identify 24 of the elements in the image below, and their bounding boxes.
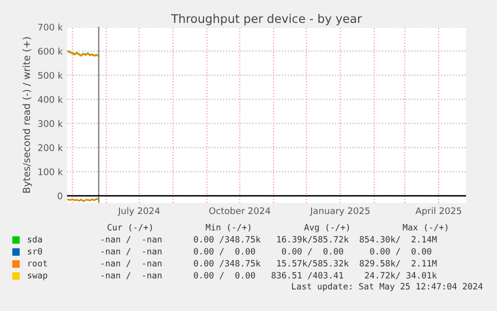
text: -nan / -nan 0.00 /348.75k 16.39k/585.72k 854.30k/ 2.14M <box>102 236 437 244</box>
x-tick-label: January 2025 <box>310 207 370 216</box>
chart-title: Throughput per device - by year <box>171 14 362 26</box>
x-tick-label: October 2024 <box>209 207 270 214</box>
y-tick-label: 600 k <box>38 48 63 55</box>
y-tick-label: 700 k <box>38 24 63 31</box>
text: -nan / -nan 0.00 / 0.00 0.00 / 0.00 0.00 / 0.00 <box>102 248 432 256</box>
y-tick-label: 500 k <box>38 72 63 79</box>
y-tick-label: 400 k <box>38 96 63 103</box>
legend-label: root <box>28 260 47 267</box>
y-tick-label: 0 <box>58 192 62 200</box>
text: -nan / -nan 0.00 / 0.00 836.51 /403.41 24.72k/ 34.01k <box>102 272 437 280</box>
text: Cur (-/+) Min (-/+) Avg (-/+) Max (-/+) <box>108 224 448 232</box>
x-tick-label: April 2025 <box>416 207 462 216</box>
x-tick-label: July 2024 <box>118 207 160 216</box>
legend-label: sr0 <box>28 248 42 255</box>
y-tick-label: 300 k <box>38 120 63 127</box>
y-tick-label: 100 k <box>38 168 63 176</box>
y-axis-title: Bytes/second read (-) / write (+) <box>22 37 32 193</box>
text: Last update: Sat May 25 12:47:04 2024 <box>292 282 483 292</box>
legend-label: sda <box>28 236 42 243</box>
text: -nan / -nan 0.00 /348.75k 15.57k/585.32k 829.58k/ 2.11M <box>102 260 437 268</box>
legend-label: swap <box>28 274 48 280</box>
y-tick-label: 200 k <box>38 144 63 152</box>
